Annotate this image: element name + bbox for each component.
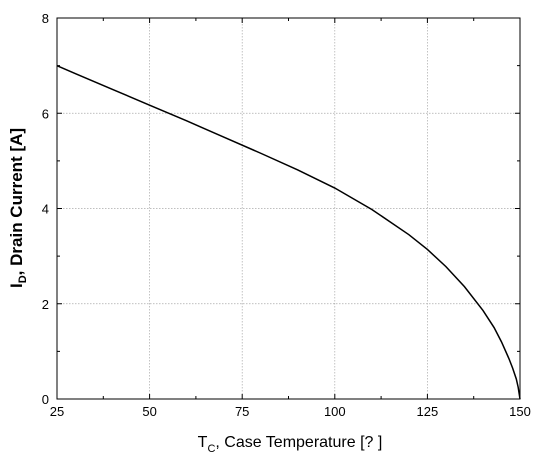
grid	[57, 18, 520, 399]
y-tick-label-2: 2	[42, 297, 49, 312]
x-tick-label-125: 125	[417, 404, 439, 419]
y-tick-label-6: 6	[42, 106, 49, 121]
x-tick-label-50: 50	[142, 404, 156, 419]
y-tick-label-0: 0	[42, 392, 49, 407]
x-tick-label-25: 25	[50, 404, 64, 419]
x-tick-label-75: 75	[235, 404, 249, 419]
ticks	[56, 17, 521, 400]
series-line	[56, 64, 521, 400]
x-tick-label-150: 150	[509, 404, 531, 419]
tick-labels: 25 50 75 100 125 150 0 2 4 6 8	[42, 11, 531, 419]
x-axis-label: TC, Case Temperature [? ]	[198, 434, 383, 455]
x-tick-label-100: 100	[324, 404, 346, 419]
y-tick-label-8: 8	[42, 11, 49, 26]
y-tick-label-4: 4	[42, 202, 49, 217]
y-axis-label: ID, Drain Current [A]	[7, 128, 29, 288]
